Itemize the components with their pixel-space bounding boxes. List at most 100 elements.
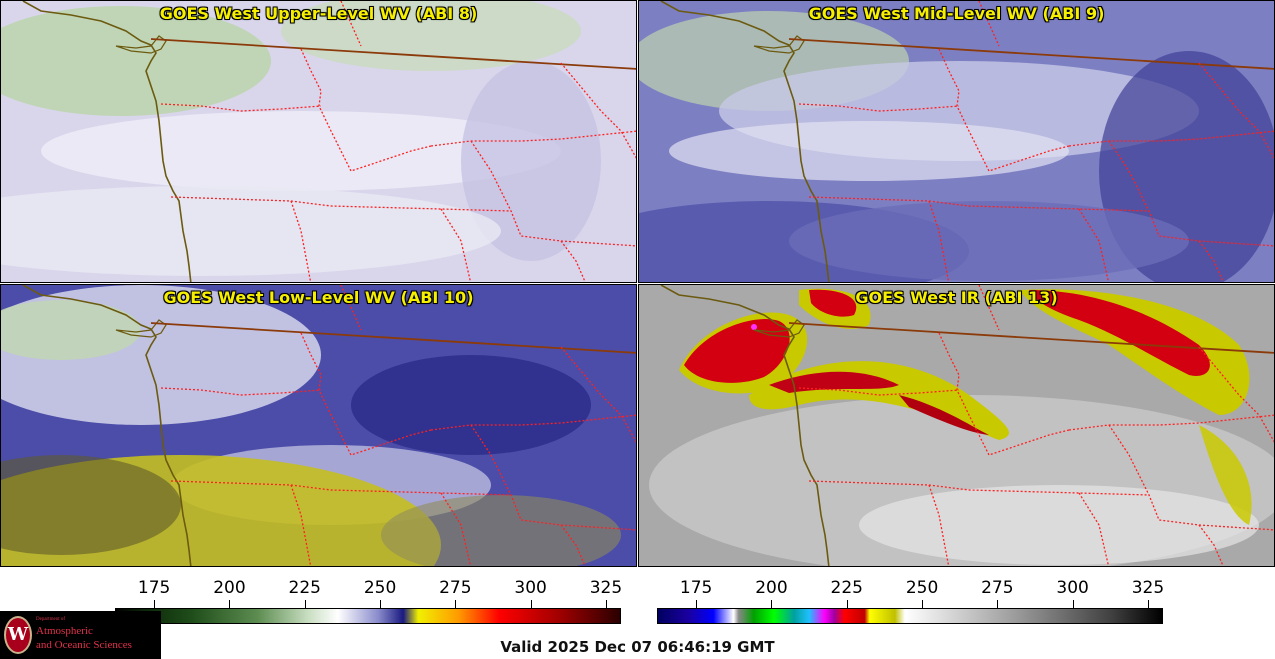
panel-title: GOES West IR (ABI 13) (855, 288, 1058, 307)
logo-line2: and Oceanic Sciences (36, 639, 132, 651)
map-upper-wv (1, 1, 636, 282)
state-border (160, 103, 322, 112)
international-border (150, 38, 636, 70)
state-border (430, 130, 636, 147)
panel-title: GOES West Low-Level WV (ABI 10) (163, 288, 474, 307)
tick-mark (455, 600, 457, 608)
state-border (470, 140, 636, 247)
coastline (660, 1, 830, 282)
tick-label: 250 (905, 578, 939, 598)
state-border (1068, 130, 1274, 147)
colorbar-wv: 175 200 225 250 275 300 325 (115, 578, 623, 626)
logo-dept: Department of (36, 617, 66, 622)
state-border (978, 285, 1000, 331)
state-border (938, 332, 1070, 456)
tick-label: 275 (981, 578, 1014, 598)
puget-sound (115, 35, 167, 54)
tick-label: 300 (514, 578, 547, 598)
puget-sound (753, 35, 805, 54)
state-border (808, 480, 1150, 496)
tick-mark (154, 600, 156, 608)
tick-label: 200 (213, 578, 246, 598)
state-border (300, 48, 432, 172)
tick-mark (304, 600, 306, 608)
international-border (150, 322, 636, 354)
map-mid-wv (639, 1, 1274, 282)
state-border (430, 414, 636, 431)
panel-title: GOES West Upper-Level WV (ABI 8) (159, 4, 478, 23)
coastline (660, 285, 830, 566)
tick-mark (1072, 600, 1074, 608)
state-border (978, 1, 1000, 47)
state-border (1068, 414, 1274, 431)
state-border (798, 103, 960, 112)
international-border (788, 322, 1274, 354)
tick-mark (530, 600, 532, 608)
state-border (1108, 140, 1274, 247)
tick-mark (997, 600, 999, 608)
state-border (798, 387, 960, 396)
state-border (1108, 424, 1274, 531)
panel-title: GOES West Mid-Level WV (ABI 9) (808, 4, 1105, 23)
international-border (788, 38, 1274, 70)
colorbar-wv-gradient (115, 608, 621, 624)
tick-mark (1147, 600, 1149, 608)
state-border (440, 492, 472, 566)
tick-label: 200 (755, 578, 788, 598)
uw-seal-icon: W (4, 616, 32, 654)
tick-mark (922, 600, 924, 608)
state-border (1198, 62, 1274, 159)
valid-time: Valid 2025 Dec 07 06:46:19 GMT (500, 638, 775, 656)
state-border (300, 332, 432, 456)
state-border (560, 524, 586, 566)
state-border (470, 424, 636, 531)
tick-mark (771, 600, 773, 608)
tick-label: 250 (363, 578, 397, 598)
map-low-wv (1, 285, 636, 566)
map-ir (639, 285, 1274, 566)
state-border (340, 1, 362, 47)
panel-mid-wv: GOES West Mid-Level WV (ABI 9) (638, 0, 1275, 283)
state-border (560, 62, 636, 159)
state-border (1198, 346, 1274, 443)
tick-label: 275 (439, 578, 472, 598)
colorbar-wv-ticks: 175 200 225 250 275 300 325 (115, 578, 623, 608)
state-border (1198, 240, 1224, 282)
tick-label: 175 (137, 578, 171, 598)
state-border (1198, 524, 1224, 566)
tick-label: 225 (830, 578, 863, 598)
tick-mark (229, 600, 231, 608)
panel-upper-wv: GOES West Upper-Level WV (ABI 8) (0, 0, 637, 283)
state-border (1078, 492, 1110, 566)
colorbar-ir-gradient (657, 608, 1163, 624)
tick-label: 300 (1056, 578, 1089, 598)
state-border (938, 48, 1070, 172)
coastline (22, 1, 192, 282)
aos-logo: W Department of Atmospheric and Oceanic … (0, 611, 161, 659)
state-border (808, 196, 1150, 212)
tick-label: 325 (589, 578, 623, 598)
state-border (1078, 208, 1110, 282)
coastline (22, 285, 192, 566)
tick-label: 225 (288, 578, 321, 598)
state-border (560, 240, 586, 282)
tick-mark (696, 600, 698, 608)
tick-label: 175 (679, 578, 713, 598)
state-border (170, 480, 512, 496)
panel-ir: GOES West IR (ABI 13) (638, 284, 1275, 567)
colorbar-ir: 175 200 225 250 275 300 325 (657, 578, 1165, 626)
state-border (440, 208, 472, 282)
puget-sound (753, 319, 805, 338)
state-border (340, 285, 362, 331)
tick-label: 325 (1131, 578, 1165, 598)
state-border (160, 387, 322, 396)
panel-low-wv: GOES West Low-Level WV (ABI 10) (0, 284, 637, 567)
tick-mark (605, 600, 607, 608)
puget-sound (115, 319, 167, 338)
colorbar-ir-ticks: 175 200 225 250 275 300 325 (657, 578, 1165, 608)
state-border (170, 196, 512, 212)
tick-mark (380, 600, 382, 608)
state-border (560, 346, 636, 443)
logo-line1: Atmospheric (36, 625, 93, 637)
tick-mark (846, 600, 848, 608)
